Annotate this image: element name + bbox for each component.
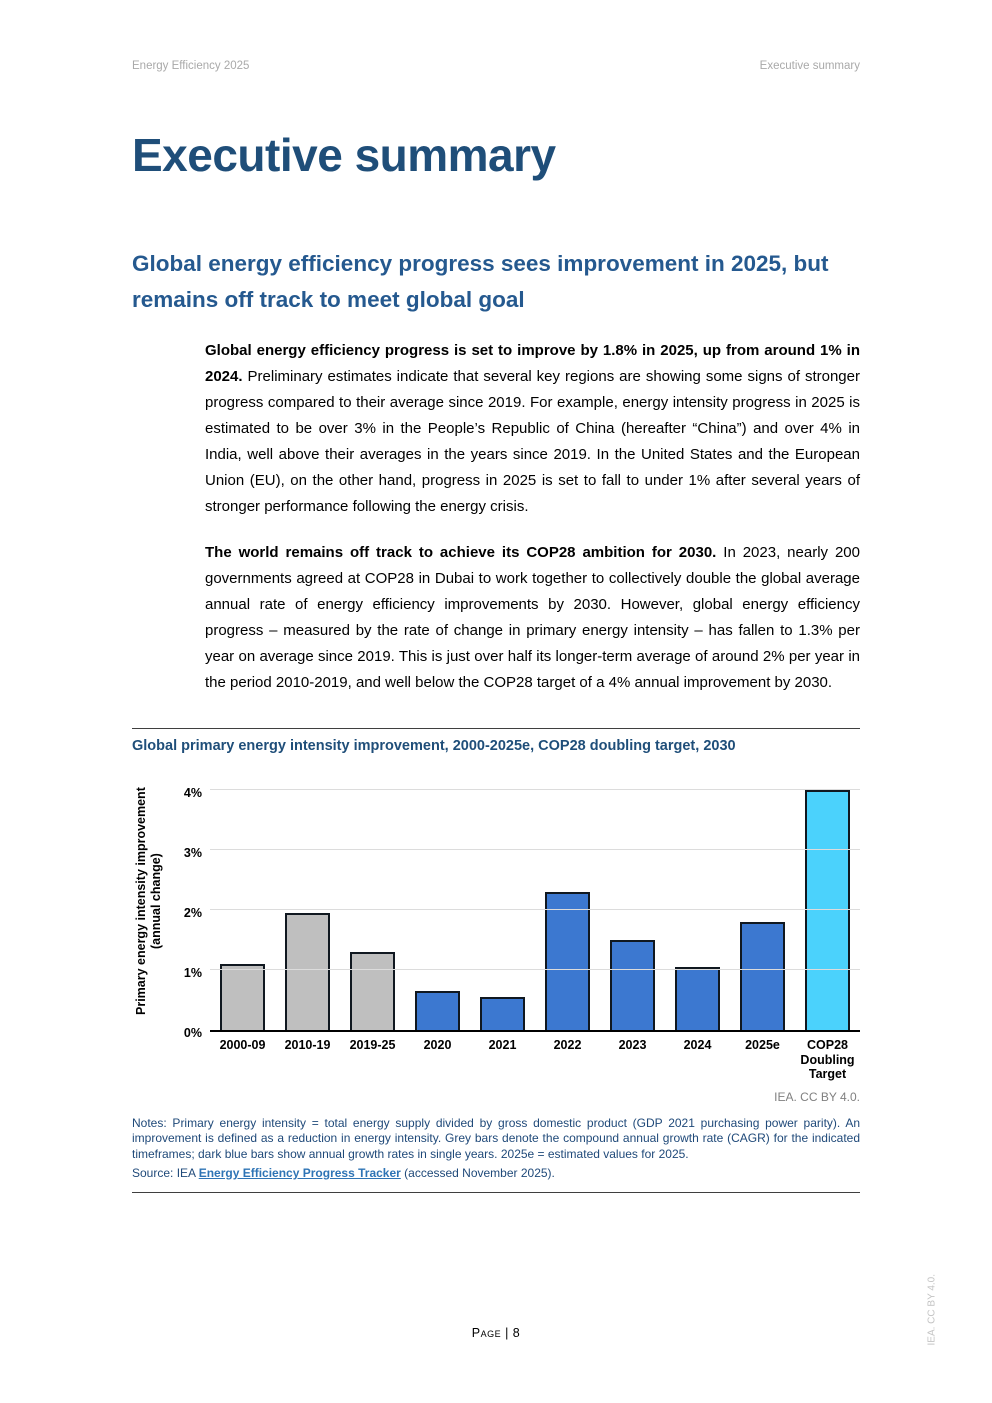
y-tick-label: 0% xyxy=(183,1026,202,1040)
figure-top-rule xyxy=(132,728,860,729)
figure-bottom-rule xyxy=(132,1191,860,1193)
bar-2019-25 xyxy=(350,952,395,1030)
source-suffix: (accessed November 2025). xyxy=(400,1166,555,1180)
x-tick-label: 2000-09 xyxy=(219,1038,266,1052)
page-title: Executive summary xyxy=(132,129,556,181)
bar-column xyxy=(470,770,535,1030)
y-tick-label: 3% xyxy=(183,846,202,860)
figure-title: Global primary energy intensity improvem… xyxy=(132,738,736,754)
paragraph-2: The world remains off track to achieve i… xyxy=(205,540,860,696)
x-tick-label: 2024 xyxy=(683,1038,712,1052)
bar-column xyxy=(535,770,600,1030)
bars-container xyxy=(210,770,860,1030)
bar-column xyxy=(405,770,470,1030)
bar-column xyxy=(795,770,860,1030)
bar-2010-19 xyxy=(285,913,330,1030)
source-prefix: Source: IEA xyxy=(132,1166,199,1180)
figure-notes: Notes: Primary energy intensity = total … xyxy=(132,1115,860,1161)
bar-column xyxy=(340,770,405,1030)
bar-column xyxy=(600,770,665,1030)
x-tick-label: 2021 xyxy=(488,1038,517,1052)
section-heading: Global energy efficiency progress sees i… xyxy=(132,251,829,312)
bar-2023 xyxy=(610,940,655,1030)
figure-attribution: IEA. CC BY 4.0. xyxy=(774,1089,860,1104)
x-tick-label: 2022 xyxy=(553,1038,582,1052)
x-tick-label: 2019-25 xyxy=(349,1038,396,1052)
y-tick-label: 4% xyxy=(183,786,202,800)
x-tick-label: 2010-19 xyxy=(284,1038,331,1052)
x-tick-label: 2020 xyxy=(423,1038,452,1052)
bar-2025e xyxy=(740,922,785,1030)
gridline xyxy=(210,849,860,850)
plot-area xyxy=(210,770,860,1032)
bar-2021 xyxy=(480,997,525,1030)
y-tick-label: 1% xyxy=(183,966,202,980)
paragraph-2-lead: The world remains off track to achieve i… xyxy=(205,544,717,561)
paragraph-1: Global energy efficiency progress is set… xyxy=(205,338,860,520)
paragraph-2-rest: In 2023, nearly 200 governments agreed a… xyxy=(205,544,860,691)
x-tick-label: COP28 Doubling Target xyxy=(800,1038,855,1081)
y-axis-ticks: 0% 1% 2% 3% 4% xyxy=(166,770,210,1040)
figure-block: Global primary energy intensity improvem… xyxy=(132,728,860,1193)
paragraph-1-lead: Global energy efficiency progress is set… xyxy=(205,342,860,385)
gridline xyxy=(210,909,860,910)
bar-chart: Primary energy intensity improvement (an… xyxy=(132,770,860,1082)
bar-2024 xyxy=(675,967,720,1030)
bar-2020 xyxy=(415,991,460,1030)
x-axis-labels: 2000-09 2010-19 2019-25 2020 2021 2022 2023 202… xyxy=(210,1038,860,1082)
bar-2022 xyxy=(545,892,590,1030)
page-content: Executive summary Global energy efficien… xyxy=(132,129,860,1193)
y-axis-label: Primary energy intensity improvement (an… xyxy=(134,787,163,1015)
running-header: Energy Efficiency 2025 Executive summary xyxy=(132,60,860,72)
bar-column xyxy=(730,770,795,1030)
bar-2000-09 xyxy=(220,964,265,1030)
x-tick-label: 2023 xyxy=(618,1038,647,1052)
bar-column xyxy=(665,770,730,1030)
bar-cop28-doubling-target xyxy=(805,790,850,1030)
figure-source: Source: IEA Energy Efficiency Progress T… xyxy=(132,1166,860,1182)
paragraph-1-rest: Preliminary estimates indicate that seve… xyxy=(205,368,860,515)
chart-row: Primary energy intensity improvement (an… xyxy=(132,770,860,1040)
y-axis-label-cell: Primary energy intensity improvement (an… xyxy=(132,770,166,1032)
header-left: Energy Efficiency 2025 xyxy=(132,60,250,72)
y-tick-label: 2% xyxy=(183,906,202,920)
source-link[interactable]: Energy Efficiency Progress Tracker xyxy=(198,1166,401,1180)
gridline xyxy=(210,969,860,970)
side-copyright-note: IEA. CC BY 4.0. xyxy=(926,1273,938,1346)
bar-column xyxy=(210,770,275,1030)
x-tick-label: 2025e xyxy=(745,1038,780,1052)
bar-column xyxy=(275,770,340,1030)
gridline xyxy=(210,789,860,790)
header-right: Executive summary xyxy=(759,60,860,72)
page-number: Page | 8 xyxy=(471,1326,521,1340)
